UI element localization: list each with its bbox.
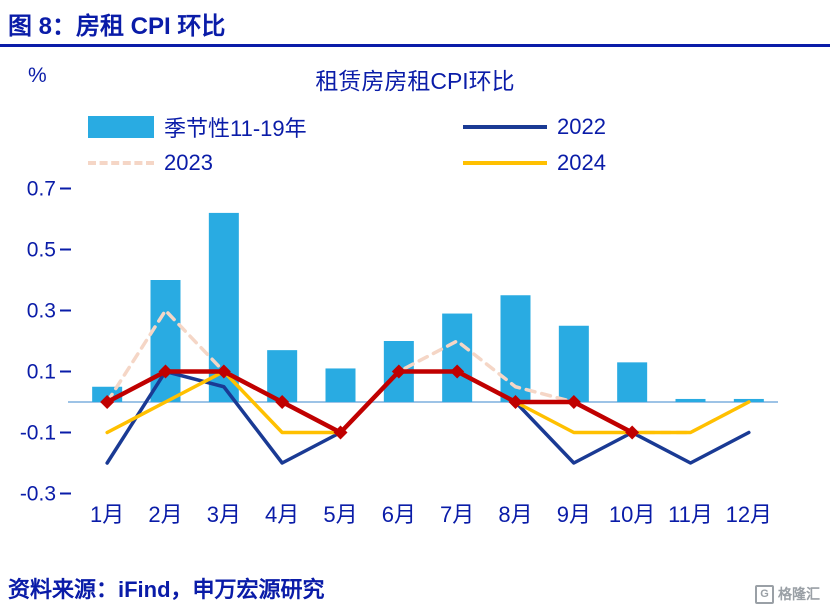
legend-item-2024: 2024 <box>463 150 606 176</box>
bar-7月 <box>442 313 473 402</box>
legend-label-2023: 2023 <box>164 150 213 175</box>
bar-9月 <box>558 325 589 402</box>
legend-item-2023: 2023 <box>88 150 213 176</box>
bar-10月 <box>617 362 648 402</box>
bar-8月 <box>500 295 531 402</box>
x-axis-label: 12月 <box>726 502 772 527</box>
x-axis-label: 3月 <box>207 502 241 527</box>
x-axis-label: 9月 <box>557 502 591 527</box>
figure-title: 图 8：房租 CPI 环比 <box>8 13 226 40</box>
x-axis-label: 5月 <box>323 502 357 527</box>
y-tick-label: 0.3 <box>27 300 56 323</box>
legend-label-2022: 2022 <box>557 114 606 139</box>
legend-swatch-bar-icon <box>88 116 154 138</box>
bar-5月 <box>325 368 356 402</box>
line-2022 <box>105 369 751 465</box>
x-axis-label: 6月 <box>382 502 416 527</box>
x-axis-label: 11月 <box>668 502 713 527</box>
y-axis-unit-label: % <box>28 64 47 87</box>
y-tick-label: -0.3 <box>20 483 56 506</box>
diamond-marker <box>158 364 173 379</box>
diamond-marker <box>391 364 406 379</box>
x-axis-label: 8月 <box>498 502 532 527</box>
bar-11月 <box>675 398 706 402</box>
y-tick-label: 0.5 <box>27 239 56 262</box>
watermark-text: 格隆汇 <box>778 586 820 602</box>
diamond-marker <box>275 395 290 409</box>
x-axis-label: 4月 <box>265 502 299 527</box>
diamond-marker <box>450 364 465 379</box>
diamond-marker <box>625 425 640 440</box>
diamond-marker <box>216 364 231 379</box>
bar-4月 <box>267 350 298 402</box>
line-2023 <box>105 308 751 435</box>
x-axis-label: 2月 <box>148 502 182 527</box>
legend-item-2022: 2022 <box>463 114 606 140</box>
bar-2月 <box>150 280 181 402</box>
x-axis-label: 1月 <box>90 502 124 527</box>
x-axis-label: 7月 <box>440 502 474 527</box>
diamond-marker <box>566 395 581 409</box>
chart-title: 租赁房房租CPI环比 <box>315 68 515 94</box>
diamond-marker <box>100 395 115 409</box>
y-tick-label: 0.1 <box>27 361 56 384</box>
legend-label-2024: 2024 <box>557 150 606 175</box>
legend-swatch-line-yellow-icon <box>463 161 547 165</box>
legend-item-seasonal: 季节性11-19年 <box>88 114 307 141</box>
y-tick-label: 0.7 <box>27 178 56 201</box>
legend-swatch-line-navy-icon <box>463 125 547 129</box>
gelonghui-watermark: G 格隆汇 <box>755 584 820 604</box>
y-tick-label: -0.1 <box>20 422 56 445</box>
chart-canvas: 0.7 0.5 0.3 0.1 -0.1 -0.3 1月 2月 3月 4月 5月 6月 7月 8月 9月 10… <box>20 178 778 527</box>
header-divider <box>0 44 830 47</box>
gelonghui-logo-icon: G <box>755 584 774 604</box>
legend-label-seasonal: 季节性11-19年 <box>164 116 307 141</box>
legend-swatch-dashed-icon <box>88 161 154 165</box>
source-note: 资料来源：iFind，申万宏源研究 <box>8 577 325 602</box>
diamond-marker <box>333 425 348 440</box>
x-axis-label: 10月 <box>609 502 655 527</box>
diamond-marker <box>508 395 523 409</box>
line-red-diamond <box>104 369 635 435</box>
